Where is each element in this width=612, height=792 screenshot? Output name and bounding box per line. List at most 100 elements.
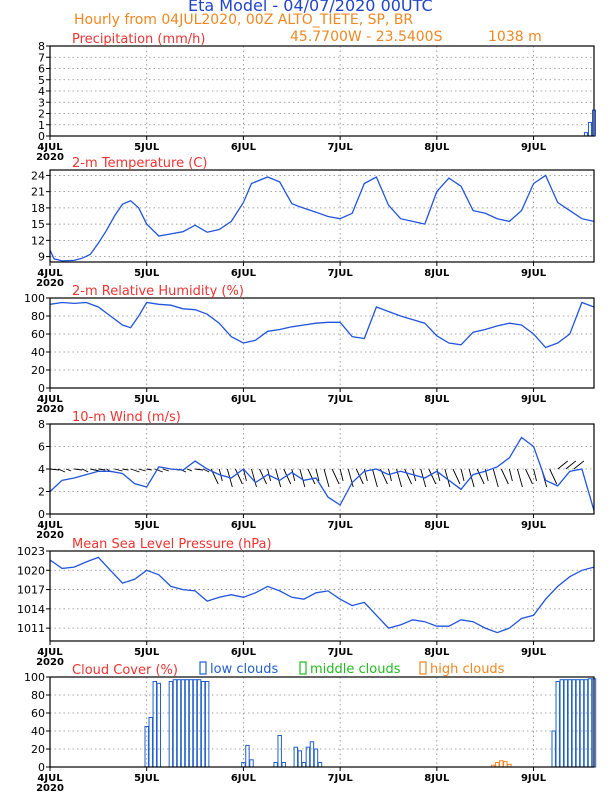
cloud-bar-low-clouds [204, 681, 210, 768]
chart-subtitle: Hourly from 04JUL2020, 00Z ALTO_TIETE, S… [74, 12, 414, 28]
legend-swatch [419, 661, 427, 675]
cloud-bar-low-clouds [587, 678, 593, 768]
wind-vector [573, 460, 585, 470]
y-tick-label: 4 [38, 463, 45, 476]
y-tick-label: 6 [38, 63, 45, 76]
series-line-mslp [49, 556, 595, 634]
x-tick-label: 5JUL [134, 520, 160, 531]
wind-vector [492, 468, 499, 488]
x-year-label: 2020 [36, 657, 64, 668]
y-tick-label: 80 [31, 310, 45, 323]
x-tick-label: 5JUL [134, 142, 160, 153]
cloud-bar-low-clouds [168, 681, 174, 768]
x-tick-label: 6JUL [231, 268, 257, 279]
cloud-bar-low-clouds [152, 681, 157, 768]
wind-vector [339, 468, 344, 482]
x-tick-label: 4JUL [37, 773, 63, 784]
y-tick-label: 1014 [17, 603, 45, 616]
x-tick-label: 7JUL [328, 394, 354, 405]
y-tick-label: 4 [38, 85, 45, 98]
chart-title: Eta Model - 04/07/2020 00UTC [188, 0, 433, 15]
x-tick-label: 6JUL [231, 773, 257, 784]
wind-vector [404, 468, 413, 485]
wind-vector [460, 468, 465, 482]
x-tick-label: 4JUL [37, 394, 63, 405]
cloud-bar-low-clouds [567, 679, 573, 768]
y-tick-label: 1023 [17, 545, 45, 558]
wind-vector [65, 468, 72, 472]
y-tick-label: 24 [31, 169, 45, 182]
cloud-bar-low-clouds [156, 682, 162, 768]
y-tick-label: 15 [31, 218, 45, 231]
wind-vector [508, 468, 513, 482]
cloud-bar-low-clouds [184, 679, 190, 768]
wind-vector [74, 468, 83, 471]
cloud-bar-low-clouds [176, 679, 182, 768]
cloud-bar-low-clouds [309, 741, 315, 768]
y-tick-label: 12 [31, 234, 45, 247]
y-tick-label: 1017 [17, 584, 45, 597]
cloud-bar-low-clouds [293, 746, 299, 768]
wind-vector [138, 468, 146, 472]
wind-vector [452, 468, 461, 485]
panel-cloud [46, 661, 597, 771]
x-tick-label: 7JUL [328, 142, 354, 153]
wind-vector [517, 468, 523, 488]
panel-frame [49, 550, 595, 642]
wind-vector [259, 468, 267, 485]
panel-frame [49, 423, 595, 515]
x-tick-label: 8JUL [424, 142, 450, 153]
y-tick-label: 18 [31, 202, 45, 215]
y-tick-label: 1020 [17, 564, 45, 577]
y-tick-label: 0 [38, 130, 45, 143]
panel-title-mslp: Mean Sea Level Pressure (hPa) [72, 537, 272, 552]
wind-vector [82, 468, 89, 473]
y-tick-label: 20 [31, 364, 45, 377]
wind-vector [154, 468, 163, 473]
wind-vector [299, 468, 306, 488]
y-tick-label: 60 [31, 328, 45, 341]
y-tick-label: 60 [31, 707, 45, 720]
x-tick-label: 8JUL [424, 394, 450, 405]
x-tick-label: 5JUL [134, 647, 160, 658]
y-tick-label: 21 [31, 186, 45, 199]
legend-label: middle clouds [310, 662, 401, 677]
x-tick-label: 8JUL [424, 520, 450, 531]
wind-vector [162, 468, 169, 472]
x-tick-label: 9JUL [521, 268, 547, 279]
y-tick-label: 5 [38, 74, 45, 87]
x-tick-label: 7JUL [328, 773, 354, 784]
cloud-bar-low-clouds [579, 679, 585, 768]
cloud-bar-low-clouds [192, 679, 198, 768]
y-tick-label: 1011 [17, 622, 45, 635]
cloud-bar-low-clouds [196, 679, 202, 768]
x-tick-label: 9JUL [521, 142, 547, 153]
y-tick-label: 8 [38, 40, 45, 53]
wind-vector [283, 468, 292, 485]
cloud-bar-low-clouds [317, 762, 323, 768]
x-tick-label: 9JUL [521, 647, 547, 658]
wind-vector [275, 468, 282, 488]
legend-swatch [299, 661, 307, 675]
station-elevation: 1038 m [488, 29, 542, 45]
cloud-bar-low-clouds [563, 679, 569, 768]
wind-vector [428, 468, 437, 485]
x-tick-label: 4JUL [37, 142, 63, 153]
y-tick-label: 1 [38, 119, 45, 132]
cloud-bar-low-clouds [277, 735, 282, 768]
wind-vector [122, 468, 129, 471]
cloud-bar-low-clouds [249, 759, 254, 768]
legend-label: high clouds [430, 662, 505, 677]
wind-vector [146, 468, 152, 471]
x-tick-label: 4JUL [37, 647, 63, 658]
x-tick-label: 5JUL [134, 773, 160, 784]
x-year-label: 2020 [36, 278, 64, 289]
y-tick-label: 40 [31, 725, 45, 738]
cloud-bar-low-clouds [571, 679, 577, 768]
wind-vector [444, 468, 451, 488]
wind-vector [315, 468, 320, 482]
y-tick-label: 20 [31, 743, 45, 756]
panel-wind [46, 423, 595, 518]
wind-vector [251, 468, 257, 488]
